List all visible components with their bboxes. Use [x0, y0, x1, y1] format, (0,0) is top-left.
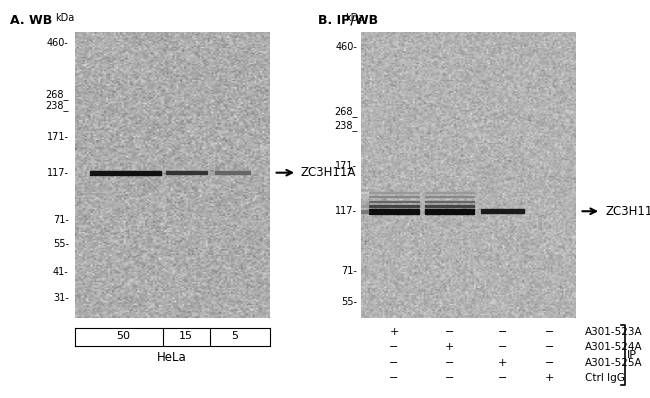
Bar: [369, 196, 419, 197]
Text: A. WB: A. WB: [10, 14, 52, 27]
Text: 171-: 171-: [47, 132, 69, 142]
Text: HeLa: HeLa: [157, 351, 187, 364]
Text: 71-: 71-: [341, 266, 358, 276]
Text: −: −: [498, 327, 507, 338]
Bar: [369, 209, 419, 214]
Text: Ctrl IgG: Ctrl IgG: [585, 373, 625, 383]
Bar: [369, 205, 419, 207]
Bar: [90, 171, 161, 175]
Bar: [369, 201, 419, 202]
Bar: [361, 210, 369, 213]
Text: A301-524A: A301-524A: [585, 342, 643, 353]
Text: 55-: 55-: [53, 239, 69, 249]
Text: 117-: 117-: [335, 206, 358, 216]
Text: −: −: [498, 342, 507, 353]
Text: 71-: 71-: [53, 215, 69, 225]
Text: −: −: [389, 373, 398, 383]
Bar: [369, 191, 419, 193]
Text: −: −: [545, 327, 554, 338]
Text: ZC3H11A: ZC3H11A: [301, 166, 356, 179]
Text: ZC3H11A: ZC3H11A: [605, 205, 650, 218]
Bar: [425, 191, 474, 193]
Bar: [361, 205, 369, 207]
Bar: [425, 201, 474, 202]
Text: 171-: 171-: [335, 161, 358, 171]
Text: 268_: 268_: [334, 106, 358, 117]
Bar: [166, 171, 207, 174]
Text: −: −: [445, 357, 454, 368]
Bar: [425, 196, 474, 197]
Bar: [481, 209, 524, 213]
Bar: [425, 209, 474, 214]
Text: A301-523A: A301-523A: [585, 327, 643, 338]
Text: +: +: [389, 327, 398, 338]
Text: 41-: 41-: [53, 267, 69, 277]
Text: −: −: [389, 342, 398, 353]
Bar: [361, 201, 369, 202]
Bar: [361, 196, 369, 197]
Text: 117-: 117-: [47, 168, 69, 178]
Text: kDa: kDa: [55, 13, 75, 23]
Text: 31-: 31-: [53, 293, 69, 303]
Text: B. IP/WB: B. IP/WB: [318, 14, 378, 27]
Text: −: −: [545, 357, 554, 368]
Text: 238_: 238_: [334, 120, 358, 131]
Text: −: −: [445, 373, 454, 383]
Text: +: +: [445, 342, 454, 353]
Text: −: −: [498, 373, 507, 383]
Text: −: −: [545, 342, 554, 353]
Text: 238_: 238_: [46, 100, 69, 111]
Text: 268_: 268_: [46, 89, 69, 100]
Text: kDa: kDa: [344, 13, 364, 23]
Text: −: −: [389, 357, 398, 368]
Text: 460-: 460-: [47, 39, 69, 49]
Bar: [361, 191, 369, 193]
Bar: [215, 172, 250, 174]
Text: IP: IP: [627, 350, 637, 360]
Text: 5: 5: [231, 331, 238, 341]
Text: 460-: 460-: [335, 41, 358, 52]
Text: A301-525A: A301-525A: [585, 357, 643, 368]
Text: 15: 15: [179, 331, 193, 341]
Text: +: +: [545, 373, 554, 383]
Text: +: +: [498, 357, 507, 368]
Bar: [425, 205, 474, 207]
Text: 55-: 55-: [341, 297, 358, 307]
Text: 50: 50: [116, 331, 131, 341]
Bar: [361, 271, 369, 272]
Text: −: −: [445, 327, 454, 338]
